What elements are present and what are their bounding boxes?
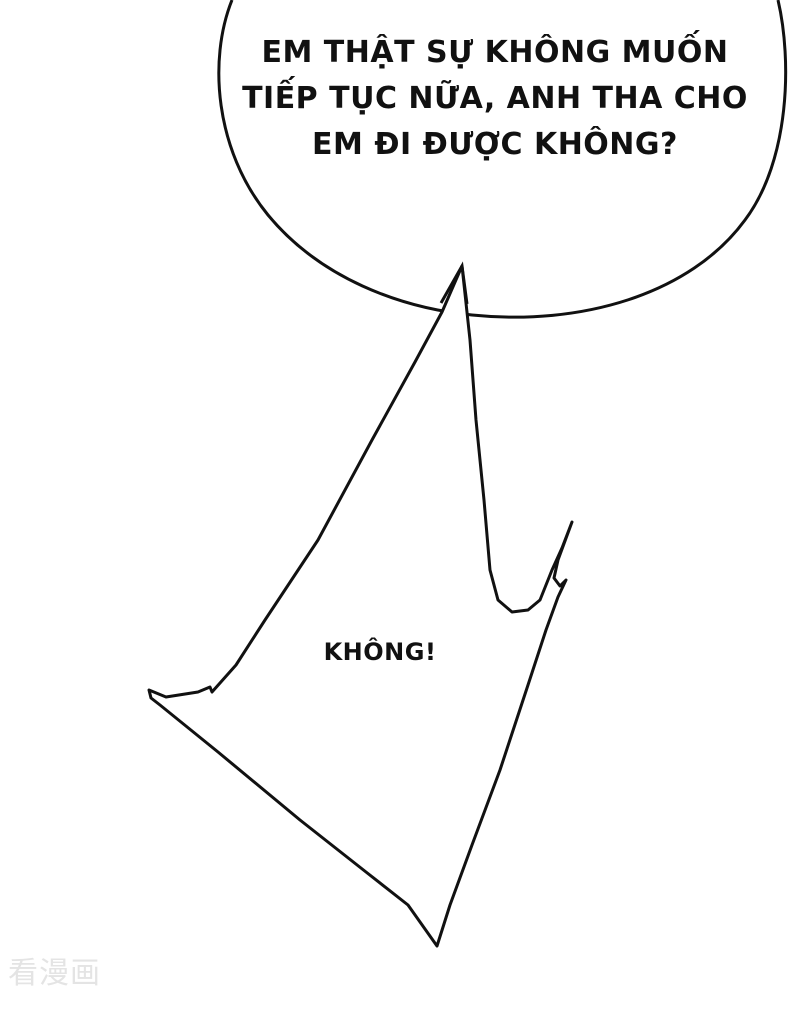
- watermark-text: 看漫画: [8, 956, 101, 991]
- speech-bubble-shout-outline: [147, 264, 574, 948]
- speech-bubble-top-outline: [217, 0, 788, 319]
- speech-bubble-shout-text: KHÔNG!: [323, 638, 437, 666]
- speech-line-1: EM THẬT SỰ KHÔNG MUỐN: [261, 35, 729, 70]
- speech-bubble-top-text: EM THẬT SỰ KHÔNG MUỐN TIẾP TỤC NỮA, ANH …: [230, 30, 760, 168]
- speech-line-3: EM ĐI ĐƯỢC KHÔNG?: [312, 127, 678, 162]
- speech-line-2: TIẾP TỤC NỮA, ANH THA CHO: [242, 81, 748, 116]
